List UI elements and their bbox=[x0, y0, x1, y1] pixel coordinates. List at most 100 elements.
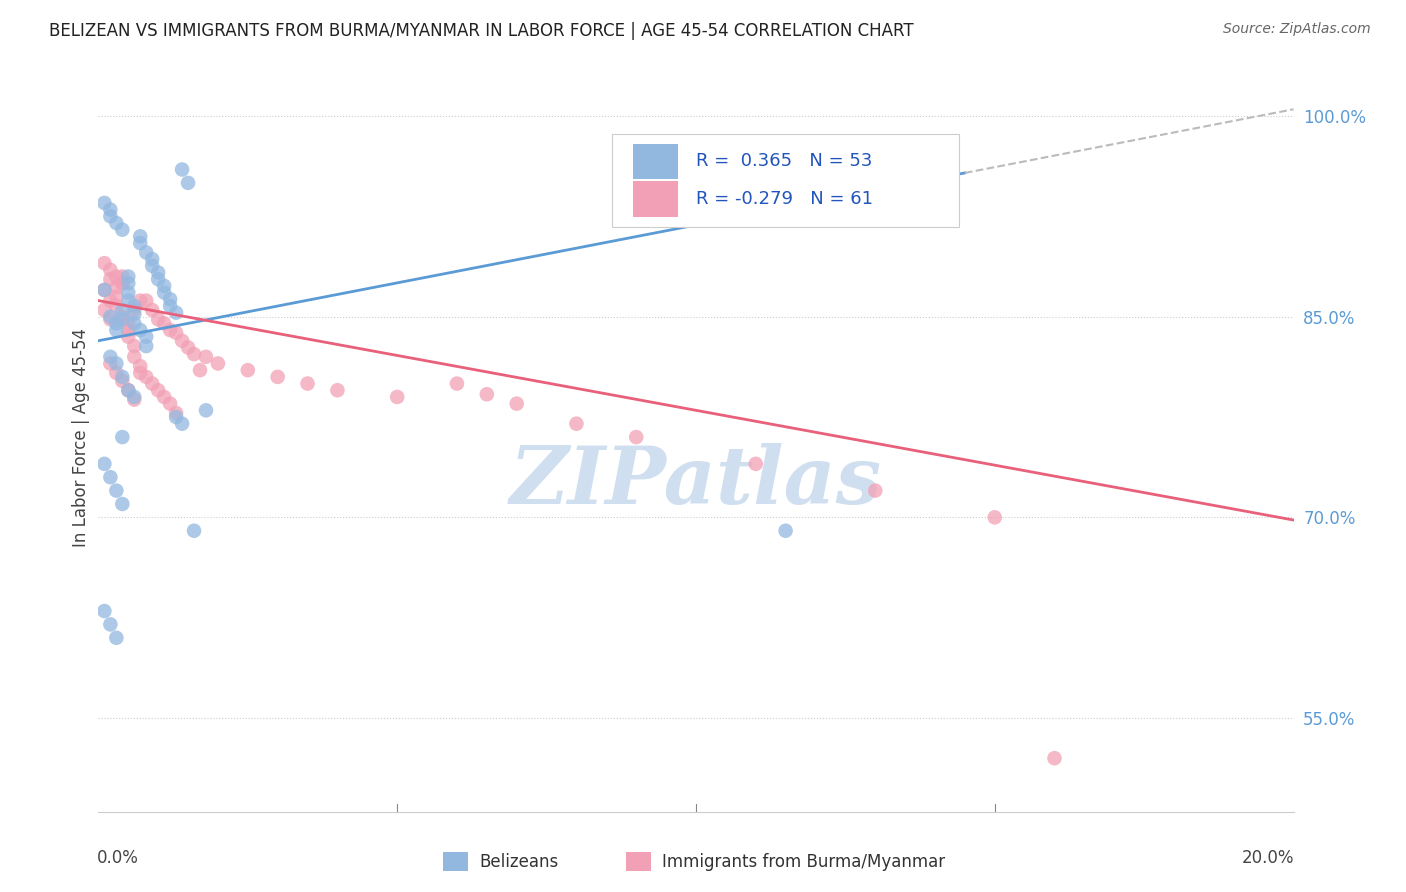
Point bbox=[165, 410, 187, 425]
Text: R = -0.279   N = 61: R = -0.279 N = 61 bbox=[696, 190, 873, 209]
Point bbox=[475, 387, 498, 401]
Point bbox=[93, 196, 115, 211]
Point bbox=[148, 266, 170, 280]
Point bbox=[135, 330, 157, 344]
Text: R =  0.365   N = 53: R = 0.365 N = 53 bbox=[696, 153, 872, 170]
Point bbox=[117, 285, 139, 300]
Point bbox=[111, 310, 134, 324]
Point bbox=[124, 339, 146, 353]
Point bbox=[111, 312, 134, 326]
Point bbox=[124, 307, 146, 321]
Bar bbox=[443, 852, 468, 871]
Point bbox=[745, 457, 768, 471]
Point bbox=[98, 262, 122, 277]
Point bbox=[148, 312, 170, 326]
Point bbox=[865, 483, 887, 498]
Text: BELIZEAN VS IMMIGRANTS FROM BURMA/MYANMAR IN LABOR FORCE | AGE 45-54 CORRELATION: BELIZEAN VS IMMIGRANTS FROM BURMA/MYANMA… bbox=[49, 22, 914, 40]
Point bbox=[159, 299, 181, 313]
Point bbox=[135, 339, 157, 353]
Point bbox=[98, 470, 122, 484]
Point bbox=[159, 323, 181, 337]
Point bbox=[183, 524, 205, 538]
Point bbox=[105, 356, 128, 371]
Point bbox=[129, 366, 152, 380]
Point bbox=[98, 310, 122, 324]
Point bbox=[177, 341, 200, 355]
Point bbox=[124, 392, 146, 407]
Point bbox=[446, 376, 468, 391]
Text: 0.0%: 0.0% bbox=[97, 849, 139, 867]
Point bbox=[267, 369, 290, 384]
Point bbox=[105, 269, 128, 284]
Point bbox=[111, 497, 134, 511]
Point bbox=[129, 229, 152, 244]
Point bbox=[93, 283, 115, 297]
Point bbox=[117, 277, 139, 291]
Point bbox=[153, 390, 176, 404]
Point bbox=[124, 299, 146, 313]
Point bbox=[105, 280, 128, 294]
Text: Belizeans: Belizeans bbox=[479, 853, 558, 871]
Bar bbox=[626, 852, 651, 871]
Point bbox=[105, 631, 128, 645]
Point bbox=[105, 290, 128, 304]
Point bbox=[129, 293, 152, 308]
Point bbox=[98, 312, 122, 326]
Point bbox=[105, 323, 128, 337]
Point bbox=[141, 259, 163, 273]
Point bbox=[188, 363, 211, 377]
Point bbox=[117, 384, 139, 398]
Point bbox=[117, 323, 139, 337]
Point bbox=[775, 524, 797, 538]
Point bbox=[124, 303, 146, 318]
Point bbox=[105, 366, 128, 380]
Point bbox=[93, 604, 115, 618]
Point bbox=[135, 293, 157, 308]
Point bbox=[172, 417, 194, 431]
Point bbox=[105, 216, 128, 230]
Point bbox=[148, 272, 170, 286]
Point bbox=[111, 223, 134, 237]
Point bbox=[159, 293, 181, 307]
Point bbox=[984, 510, 1007, 524]
Point bbox=[124, 390, 146, 404]
Point bbox=[207, 356, 229, 371]
Point bbox=[172, 334, 194, 348]
Point bbox=[135, 369, 157, 384]
Point bbox=[135, 245, 157, 260]
Point bbox=[117, 269, 139, 284]
Point bbox=[98, 293, 122, 308]
Point bbox=[129, 235, 152, 250]
Point bbox=[148, 384, 170, 398]
Point bbox=[565, 417, 588, 431]
Bar bbox=[633, 181, 678, 218]
Point bbox=[236, 363, 259, 377]
Point bbox=[111, 369, 134, 384]
Point bbox=[93, 457, 115, 471]
Point bbox=[117, 330, 139, 344]
Point bbox=[183, 347, 205, 361]
Point bbox=[195, 403, 218, 417]
Point bbox=[177, 176, 200, 190]
Point bbox=[111, 277, 134, 291]
FancyBboxPatch shape bbox=[613, 134, 959, 227]
Point bbox=[153, 317, 176, 331]
Point bbox=[98, 202, 122, 217]
Text: 20.0%: 20.0% bbox=[1243, 849, 1295, 867]
Point bbox=[1043, 751, 1066, 765]
Point bbox=[93, 303, 115, 318]
Point bbox=[124, 350, 146, 364]
Point bbox=[93, 283, 115, 297]
Point bbox=[141, 252, 163, 266]
Point bbox=[165, 326, 187, 340]
Point bbox=[98, 209, 122, 223]
Point bbox=[297, 376, 319, 391]
Point bbox=[385, 390, 409, 404]
Text: ZIPatlas: ZIPatlas bbox=[510, 443, 882, 521]
Point bbox=[129, 323, 152, 337]
Point bbox=[165, 406, 187, 420]
Point bbox=[172, 162, 194, 177]
Point bbox=[129, 359, 152, 374]
Point bbox=[153, 278, 176, 293]
Point bbox=[165, 305, 187, 319]
